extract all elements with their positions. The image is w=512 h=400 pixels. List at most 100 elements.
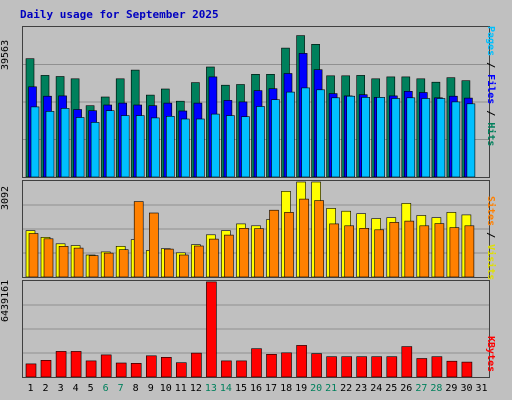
day-label: 29 [445,383,458,394]
hits-files-pages-panel [22,26,490,178]
visits-ymax-label: 3092 [0,186,18,221]
pages-bar [391,98,401,177]
day-label: 18 [280,383,293,394]
sites-bar [224,234,234,277]
kbytes-bar [130,363,142,377]
sites-bar [284,212,294,277]
legend-visits-sites: Sites / Visits [485,196,510,280]
day-label: 14 [219,383,232,394]
sites-bar [194,245,204,277]
sites-bar [88,255,99,277]
kbytes-bar [161,357,172,377]
legend-hits: Hits [485,122,496,147]
kbytes-bar [371,356,383,377]
day-label: 31 [475,383,488,394]
pages-bar [466,103,476,177]
kbytes-bar [236,360,247,377]
kbytes-bar [206,281,217,377]
sites-bar [269,209,279,277]
legend-kbytes-label: KBytes [485,336,496,373]
kbytes-bar [431,356,443,377]
pages-bar [241,116,250,177]
day-label: 23 [355,383,368,394]
day-label: 28 [430,383,443,394]
kbytes-panel [22,280,490,378]
sites-bar [103,252,114,277]
pages-bar [316,89,325,177]
kbytes-bar [281,352,292,377]
kbytes-bar [401,346,413,377]
day-label: 25 [385,383,398,394]
day-label: 16 [249,383,263,394]
sites-bar [314,200,324,277]
pages-bar [361,97,371,177]
sites-bar [359,227,370,277]
legend-visits-sites-text: Sites / Visits [485,196,496,280]
sites-bar [299,198,309,277]
hits-ymax-text: 39563 [0,39,11,70]
pages-bar [436,98,446,177]
pages-bar [421,98,431,177]
day-label: 27 [415,383,428,394]
legend-sep-2: / [485,104,496,123]
sites-bar [329,223,339,277]
day-label: 7 [117,383,124,394]
day-label: 2 [42,383,49,394]
sites-bar [449,227,460,277]
kbytes-bar [146,355,157,377]
hits-files-pages-chart [23,35,489,177]
sites-bar [58,246,69,277]
pages-bar [376,97,386,177]
pages-bar [90,122,100,177]
sites-bar [404,220,415,277]
sites-bar [164,248,174,277]
pages-bar [181,118,190,177]
sites-bar [344,225,355,277]
sites-bar [149,212,159,277]
kbytes-bar [100,354,112,377]
day-label: 1 [27,383,34,394]
kbytes-ymax-label: 6439161 [0,280,18,333]
hits-ymax-label: 39563 [0,40,18,81]
legend-visits: Visits [485,244,496,281]
sites-bar [419,225,430,277]
day-label: 6 [102,383,109,394]
day-label: 30 [460,383,473,394]
pages-bar [135,115,145,177]
pages-bar [346,95,356,177]
day-label: 17 [264,383,278,394]
kbytes-bar [115,362,127,377]
legend-kbytes: KBytes [485,336,510,376]
kbytes-bar [341,356,353,377]
pages-bar [451,101,461,177]
day-label: 3 [57,383,64,394]
kbytes-bar [70,351,82,377]
day-label: 5 [87,383,94,394]
day-label: 11 [174,383,187,394]
day-label: 8 [132,383,139,394]
pages-bar [226,115,235,177]
sites-bar [239,227,249,277]
visits-sites-chart [23,181,489,277]
kbytes-bar [416,358,428,377]
sites-bar [209,238,219,277]
day-label: 19 [295,383,308,394]
legend-kbytes-text: KBytes [485,336,496,372]
kbytes-ymax-text: 6439161 [0,279,11,322]
sites-bar [28,233,39,277]
pages-bar [331,97,340,177]
pages-bar [196,118,205,177]
pages-bar [166,116,175,177]
legend-sep-3: / [485,226,496,245]
pages-bar [45,111,55,177]
pages-bar [301,87,310,177]
kbytes-bar [85,360,97,377]
kbytes-bar [326,356,337,377]
kbytes-bar [461,361,473,377]
kbytes-bar [40,360,52,377]
kbytes-bar [446,360,458,377]
sites-bar [179,254,189,277]
pages-bar [406,97,416,177]
kbytes-bar [266,354,277,377]
